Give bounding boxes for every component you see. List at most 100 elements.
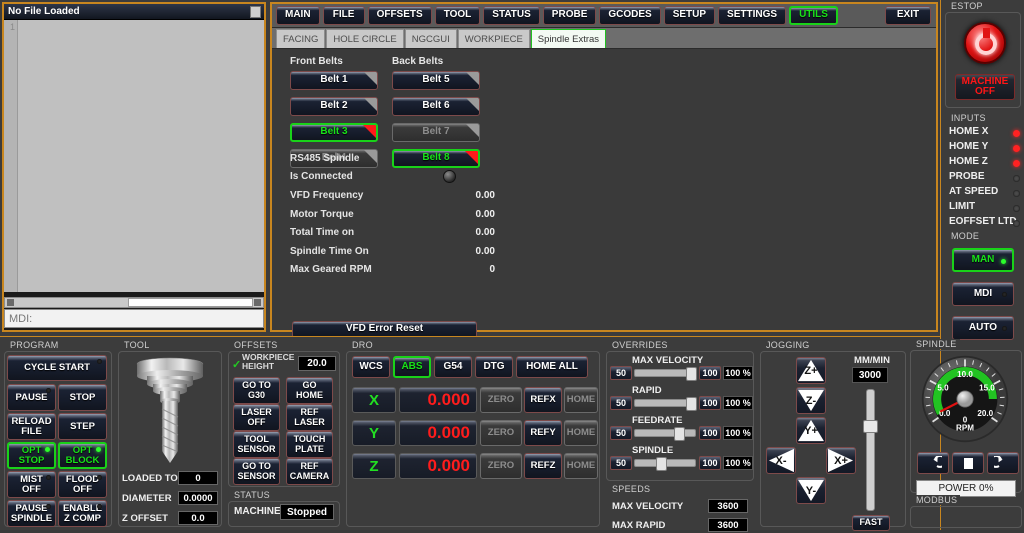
cycle-start-button[interactable]: CYCLE START xyxy=(7,355,107,381)
jog-button-xplus[interactable]: X+ xyxy=(826,447,856,474)
override-slider-1[interactable] xyxy=(634,399,696,407)
jog-slider-thumb[interactable] xyxy=(863,420,878,433)
scroll-thumb[interactable] xyxy=(128,298,253,307)
override-slider-2[interactable] xyxy=(634,429,696,437)
tab-main[interactable]: MAIN xyxy=(276,6,320,25)
override-slider-thumb[interactable] xyxy=(686,397,697,411)
dro-zero-x[interactable]: ZERO xyxy=(480,387,522,413)
override-min-0[interactable]: 50 xyxy=(610,366,632,380)
tab-file[interactable]: FILE xyxy=(323,6,365,25)
dro-tab-g54[interactable]: G54 xyxy=(434,356,472,378)
jog-button-xminus[interactable]: X- xyxy=(766,447,796,474)
program-button-pause[interactable]: PAUSE xyxy=(7,384,56,411)
gcode-text-area[interactable]: 1 xyxy=(4,20,264,292)
mode-button-auto[interactable]: AUTO xyxy=(952,316,1014,340)
belt-button-belt-7[interactable]: Belt 7 xyxy=(392,123,480,142)
dro-ref-x[interactable]: REFX xyxy=(524,387,562,413)
tab-setup[interactable]: SETUP xyxy=(664,6,715,25)
dro-ref-z[interactable]: REFZ xyxy=(524,453,562,479)
jog-velocity-value[interactable]: 3000 xyxy=(852,367,888,383)
exit-button[interactable]: EXIT xyxy=(885,6,931,25)
machine-power-toggle[interactable]: MACHINE OFF xyxy=(955,74,1015,100)
dro-ref-y[interactable]: REFY xyxy=(524,420,562,446)
dro-zero-z[interactable]: ZERO xyxy=(480,453,522,479)
jog-button-zminus[interactable]: Z- xyxy=(796,387,826,414)
mode-button-mdi[interactable]: MDI xyxy=(952,282,1014,306)
tab-probe[interactable]: PROBE xyxy=(543,6,597,25)
scroll-left-arrow-icon[interactable] xyxy=(7,299,14,306)
emergency-stop-button[interactable] xyxy=(964,22,1006,64)
subtab-facing[interactable]: FACING xyxy=(276,29,325,48)
override-min-2[interactable]: 50 xyxy=(610,426,632,440)
tab-utils[interactable]: UTILS xyxy=(789,6,838,25)
gcode-horizontal-scrollbar[interactable] xyxy=(4,297,264,308)
override-max-0[interactable]: 100 xyxy=(699,366,721,380)
override-max-1[interactable]: 100 xyxy=(699,396,721,410)
dro-axis-value-y[interactable]: 0.000 xyxy=(399,420,477,446)
jog-button-zplus[interactable]: Z+ xyxy=(796,357,826,384)
mode-button-man[interactable]: MAN xyxy=(952,248,1014,272)
override-slider-3[interactable] xyxy=(634,459,696,467)
mdi-input[interactable]: MDI: xyxy=(4,309,264,328)
dro-home-x[interactable]: HOME xyxy=(564,387,598,413)
override-max-2[interactable]: 100 xyxy=(699,426,721,440)
belt-button-belt-6[interactable]: Belt 6 xyxy=(392,97,480,116)
dro-home-y[interactable]: HOME xyxy=(564,420,598,446)
dro-tab-abs[interactable]: ABS xyxy=(393,356,431,378)
dro-zero-y[interactable]: ZERO xyxy=(480,420,522,446)
subtab-hole-circle[interactable]: HOLE CIRCLE xyxy=(326,29,403,48)
jog-button-yminus[interactable]: Y- xyxy=(796,477,826,504)
override-max-3[interactable]: 100 xyxy=(699,456,721,470)
program-button-step[interactable]: STEP xyxy=(58,413,107,440)
override-min-1[interactable]: 50 xyxy=(610,396,632,410)
belt-button-belt-2[interactable]: Belt 2 xyxy=(290,97,378,116)
tab-tool[interactable]: TOOL xyxy=(435,6,481,25)
gcode-vertical-scrollbar[interactable] xyxy=(250,6,261,18)
spindle-stop-button[interactable] xyxy=(952,452,984,474)
dro-axis-value-x[interactable]: 0.000 xyxy=(399,387,477,413)
belt-button-belt-5[interactable]: Belt 5 xyxy=(392,71,480,90)
override-slider-0[interactable] xyxy=(634,369,696,377)
scroll-right-arrow-icon[interactable] xyxy=(254,299,261,306)
tab-status[interactable]: STATUS xyxy=(483,6,540,25)
belt-button-belt-1[interactable]: Belt 1 xyxy=(290,71,378,90)
dro-tab-dtg[interactable]: DTG xyxy=(475,356,513,378)
jog-fast-button[interactable]: FAST xyxy=(852,515,890,531)
dro-tab-wcs[interactable]: WCS xyxy=(352,356,390,378)
jog-speed-slider[interactable] xyxy=(866,389,875,511)
spindle-cw-button[interactable] xyxy=(987,452,1019,474)
tab-gcodes[interactable]: GCODES xyxy=(599,6,660,25)
dro-tab-home-all[interactable]: HOME ALL xyxy=(516,356,588,378)
workpiece-height-value[interactable]: 20.0 xyxy=(298,356,336,371)
override-slider-thumb[interactable] xyxy=(656,457,667,471)
tab-offsets[interactable]: OFFSETS xyxy=(368,6,432,25)
jog-button-yplus[interactable]: Y+ xyxy=(796,417,826,444)
program-button-stop[interactable]: STOP xyxy=(58,384,107,411)
subtab-ngcgui[interactable]: NGCGUI xyxy=(405,29,457,48)
belt-button-belt-3[interactable]: Belt 3 xyxy=(290,123,378,142)
tab-settings[interactable]: SETTINGS xyxy=(718,6,786,25)
subtab-spindle-extras[interactable]: Spindle Extras xyxy=(531,29,606,48)
override-slider-thumb[interactable] xyxy=(686,367,697,381)
override-min-3[interactable]: 50 xyxy=(610,456,632,470)
dro-home-z[interactable]: HOME xyxy=(564,453,598,479)
spindle-ccw-button[interactable] xyxy=(917,452,949,474)
override-slider-thumb[interactable] xyxy=(674,427,685,441)
dro-axis-value-z[interactable]: 0.000 xyxy=(399,453,477,479)
subtab-workpiece[interactable]: WORKPIECE xyxy=(458,29,530,48)
